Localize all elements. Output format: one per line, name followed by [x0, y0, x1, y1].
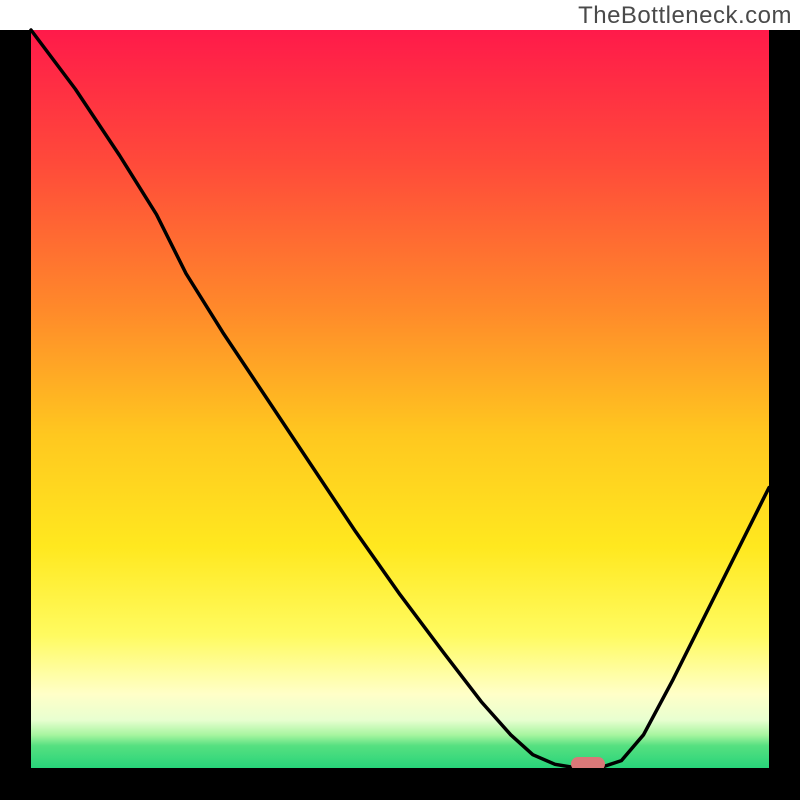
watermark-text: TheBottleneck.com: [578, 2, 792, 30]
border-bottom: [0, 768, 800, 800]
curve-line: [31, 30, 769, 768]
plot-area: [31, 30, 769, 768]
chart-container: TheBottleneck.com: [0, 0, 800, 800]
border-left: [0, 30, 31, 800]
border-right: [769, 30, 800, 800]
